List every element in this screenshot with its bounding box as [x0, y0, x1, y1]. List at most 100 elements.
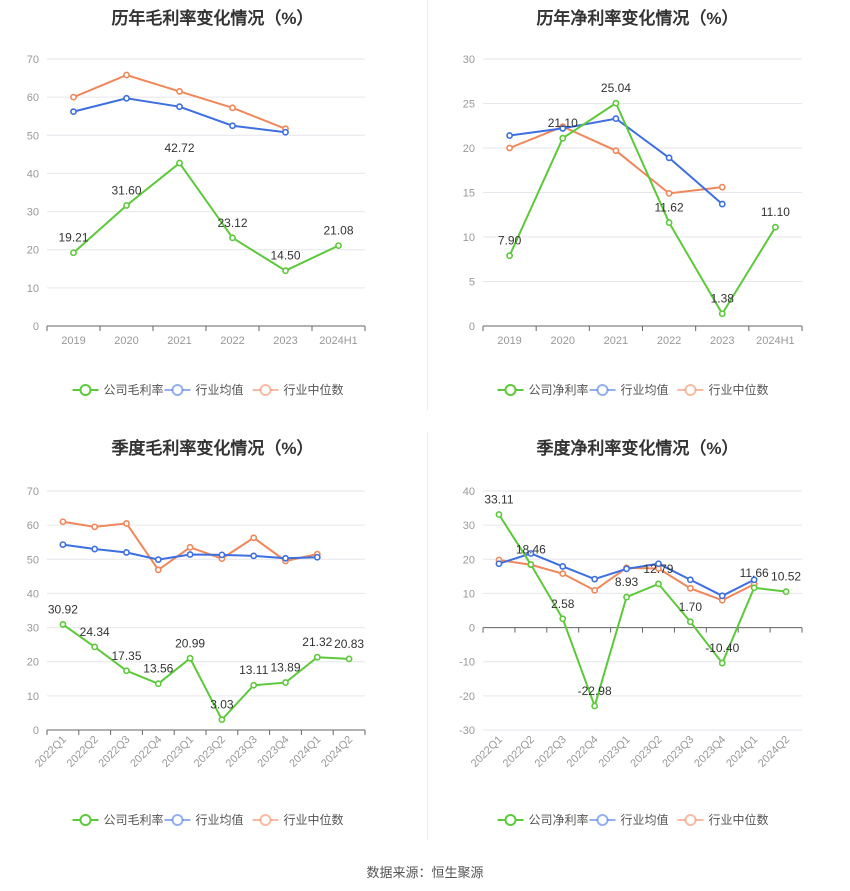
x-tick-label: 2022Q3 [533, 734, 569, 770]
x-tick-label: 2022Q4 [565, 734, 601, 770]
y-tick-label: 0 [33, 321, 39, 333]
data-point-avg [655, 560, 662, 568]
y-tick-label: 30 [27, 207, 39, 219]
data-point-company [686, 618, 694, 626]
data-point-avg [186, 551, 194, 558]
data-point-avg [559, 125, 567, 132]
chart-title: 季度净利率变化情况（%） [536, 439, 739, 458]
data-label: 1.38 [711, 292, 735, 306]
legend-item-median: 行业中位数 [252, 812, 344, 827]
data-point-avg [282, 554, 289, 562]
x-tick-label: 2022Q1 [469, 734, 505, 770]
data-label: 13.11 [239, 663, 268, 677]
series-line-company [498, 513, 787, 710]
legend-item-company: 公司净利率 [497, 382, 589, 397]
legend-item-median: 行业中位数 [252, 382, 344, 397]
data-label: 8.93 [615, 575, 639, 589]
data-point-avg [591, 575, 599, 583]
y-tick-label: 20 [27, 245, 39, 257]
chart-title: 历年毛利率变化情况（%） [111, 9, 314, 28]
data-point-company [612, 99, 620, 107]
y-tick-label: 30 [463, 520, 475, 532]
legend-swatch-marker [684, 384, 697, 396]
y-tick-label: 10 [463, 588, 475, 600]
data-label: 20.83 [334, 637, 364, 651]
data-label: 13.89 [270, 661, 300, 675]
data-point-company [559, 134, 567, 142]
data-point-avg [527, 550, 535, 557]
x-tick-label: 2022Q4 [128, 734, 164, 770]
data-label: 20.99 [175, 636, 205, 650]
chart-canvas: 0 10 20 30 40 50 60 70 2019 2020 2021 2022 2023 2024H… [27, 54, 366, 397]
data-point-median [612, 147, 620, 155]
data-point-median [591, 586, 599, 594]
x-tick-label: 2024Q2 [319, 734, 355, 770]
legend-swatch-marker [596, 814, 609, 826]
data-point-company [91, 643, 99, 651]
chart-title: 历年净利率变化情况（%） [536, 9, 739, 28]
data-label: 21.08 [323, 224, 353, 238]
data-label: 21.32 [302, 635, 332, 649]
data-point-company [335, 242, 342, 249]
x-tick-label: 2023Q3 [224, 734, 260, 770]
y-tick-label: 50 [27, 554, 39, 566]
x-tick-label: 2021 [167, 335, 191, 347]
data-label: 30.92 [48, 602, 78, 616]
data-point-company [282, 267, 289, 275]
data-point-avg [250, 552, 258, 560]
data-point-avg [91, 545, 99, 553]
data-point-median [154, 566, 162, 574]
data-point-company [229, 234, 236, 242]
data-point-avg [123, 94, 130, 102]
data-label: 11.10 [761, 205, 790, 219]
x-tick-label: 2023Q4 [692, 734, 728, 770]
data-point-company [665, 219, 673, 226]
y-tick-label: 50 [27, 130, 39, 142]
data-label: 7.90 [498, 234, 522, 248]
y-tick-label: 15 [463, 188, 475, 200]
data-point-median [718, 183, 726, 191]
x-tick-label: 2024Q1 [287, 734, 323, 770]
data-point-company [70, 249, 77, 257]
data-point-company [218, 716, 226, 724]
y-tick-label: 25 [463, 99, 475, 111]
data-point-company [495, 511, 503, 518]
series-line-median [73, 73, 286, 130]
data-point-company [750, 584, 758, 592]
data-point-avg [282, 128, 289, 136]
x-tick-label: 2022Q2 [65, 734, 101, 770]
data-label: 24.34 [80, 625, 110, 639]
y-tick-label: 30 [463, 54, 475, 66]
legend-label: 公司毛利率 [104, 382, 164, 397]
data-point-avg [123, 549, 130, 556]
data-point-median [186, 543, 194, 551]
data-point-company [782, 588, 790, 596]
legend-swatch-marker [79, 384, 92, 396]
data-point-avg [218, 551, 226, 559]
data-point-avg [229, 122, 236, 130]
data-point-company [559, 615, 567, 623]
legend-label: 行业均值 [196, 382, 244, 397]
series-line-company [72, 161, 339, 272]
legend-swatch-marker [259, 384, 272, 396]
x-tick-label: 2021 [604, 335, 628, 347]
data-label: -22.98 [578, 684, 612, 698]
chart-canvas: -30 -20 -10 0 10 20 30 40 2022Q12022Q22022Q32022… [459, 486, 803, 827]
data-point-median [506, 144, 513, 152]
data-point-company [623, 593, 630, 601]
data-point-company [591, 702, 599, 710]
x-tick-label: 2020 [114, 335, 138, 347]
data-point-company [772, 223, 779, 231]
data-point-median [91, 523, 99, 531]
data-point-company [186, 654, 194, 662]
legend-swatch-marker [171, 814, 184, 826]
y-tick-label: 40 [463, 486, 475, 498]
legend-label: 行业均值 [196, 812, 244, 827]
chart-canvas: 0 5 10 15 20 25 30 2019 2020 2021 2022 2023 2024H1 7.… [463, 54, 803, 397]
data-label: 3.03 [210, 698, 234, 712]
series-line-company [508, 101, 777, 316]
data-point-median [250, 534, 258, 542]
data-point-avg [59, 541, 67, 549]
data-point-company [59, 621, 67, 628]
legend-item-company: 公司毛利率 [72, 812, 164, 827]
